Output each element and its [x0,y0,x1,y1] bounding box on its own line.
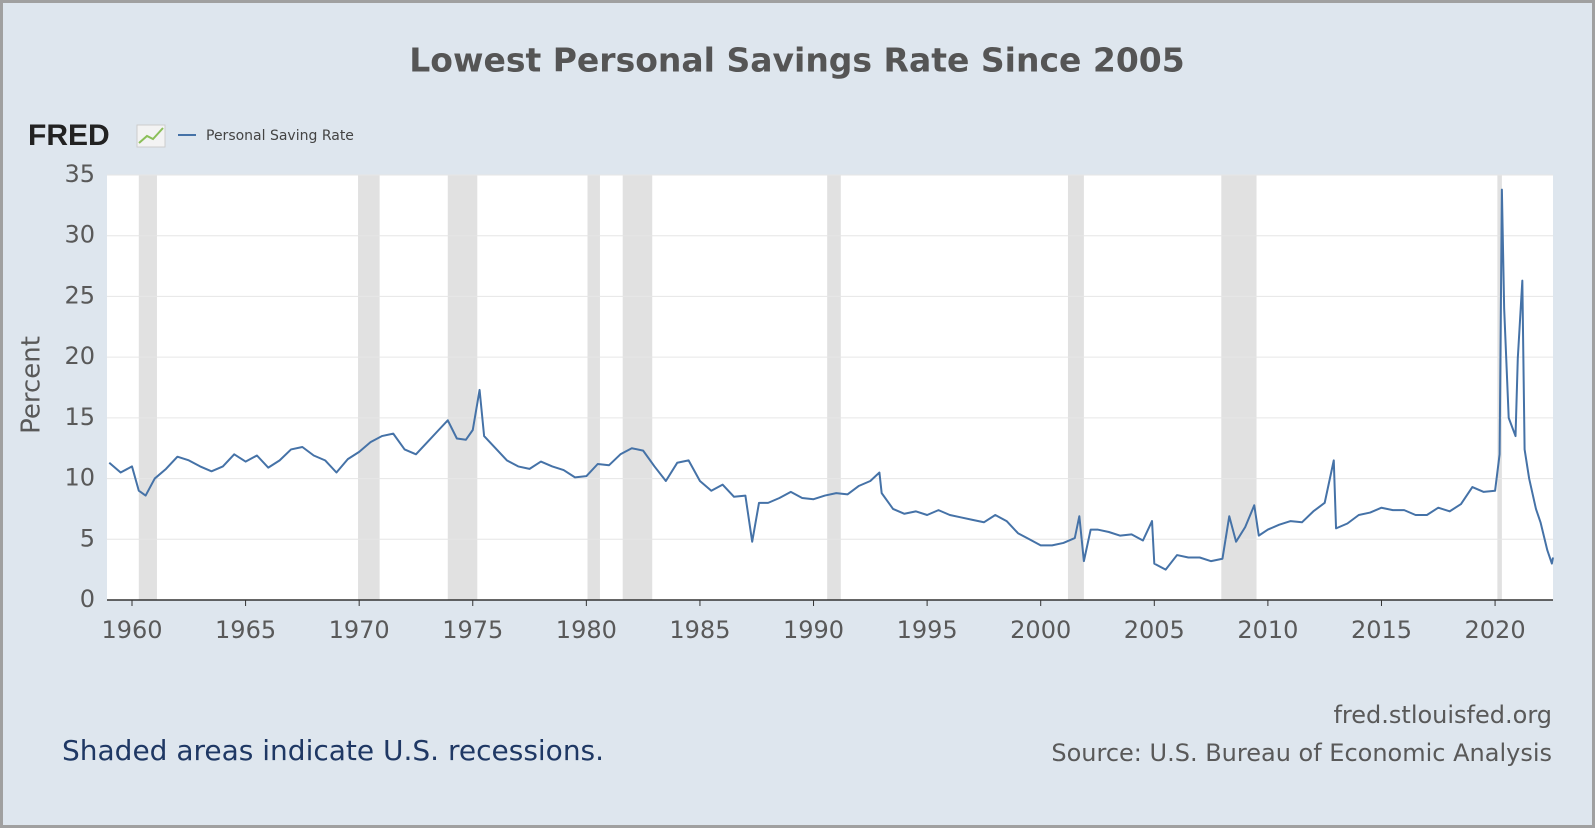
x-tick-label: 1970 [329,616,390,644]
x-tick-label: 1985 [669,616,730,644]
logo-icon [136,124,166,148]
x-tick-label: 2020 [1465,616,1526,644]
x-tick-label: 2005 [1124,616,1185,644]
recession-band [1067,175,1084,600]
x-tick-label: 2015 [1351,616,1412,644]
recession-band [587,175,600,600]
y-tick-label: 0 [80,585,95,613]
x-tick-label: 1960 [101,616,162,644]
y-tick-label: 10 [64,464,95,492]
logo: FRED [28,119,110,152]
x-tick-label: 1965 [215,616,276,644]
grid [107,174,1553,601]
recession-band [138,175,157,600]
y-tick-label: 5 [80,524,95,552]
y-axis-title: Percent [17,336,47,434]
legend-label: Personal Saving Rate [206,128,354,144]
x-tick-label: 2010 [1237,616,1298,644]
y-tick-label: 35 [64,160,95,188]
logo-line [138,127,164,144]
note: Shaded areas indicate U.S. recessions. [62,734,604,767]
y-tick-label: 15 [64,403,95,431]
y-tick-label: 20 [64,342,95,370]
x-tick-label: 1980 [556,616,617,644]
x-tick-label: 1990 [783,616,844,644]
chart-title: Lowest Personal Savings Rate Since 2005 [409,41,1184,80]
recession-band [622,175,653,600]
recession-band [827,175,841,600]
series-line [108,188,1554,571]
recession-band [447,175,478,600]
x-tick-label: 1995 [897,616,958,644]
y-tick-label: 25 [64,281,95,309]
recession-band [358,175,380,600]
y-tick-label: 30 [64,221,95,249]
x-tick-label: 2000 [1010,616,1071,644]
url: fred.stlouisfed.org [1333,701,1552,729]
logo-box [136,124,166,148]
x-tick-label: 1975 [442,616,503,644]
source: Source: U.S. Bureau of Economic Analysis [1051,739,1552,767]
